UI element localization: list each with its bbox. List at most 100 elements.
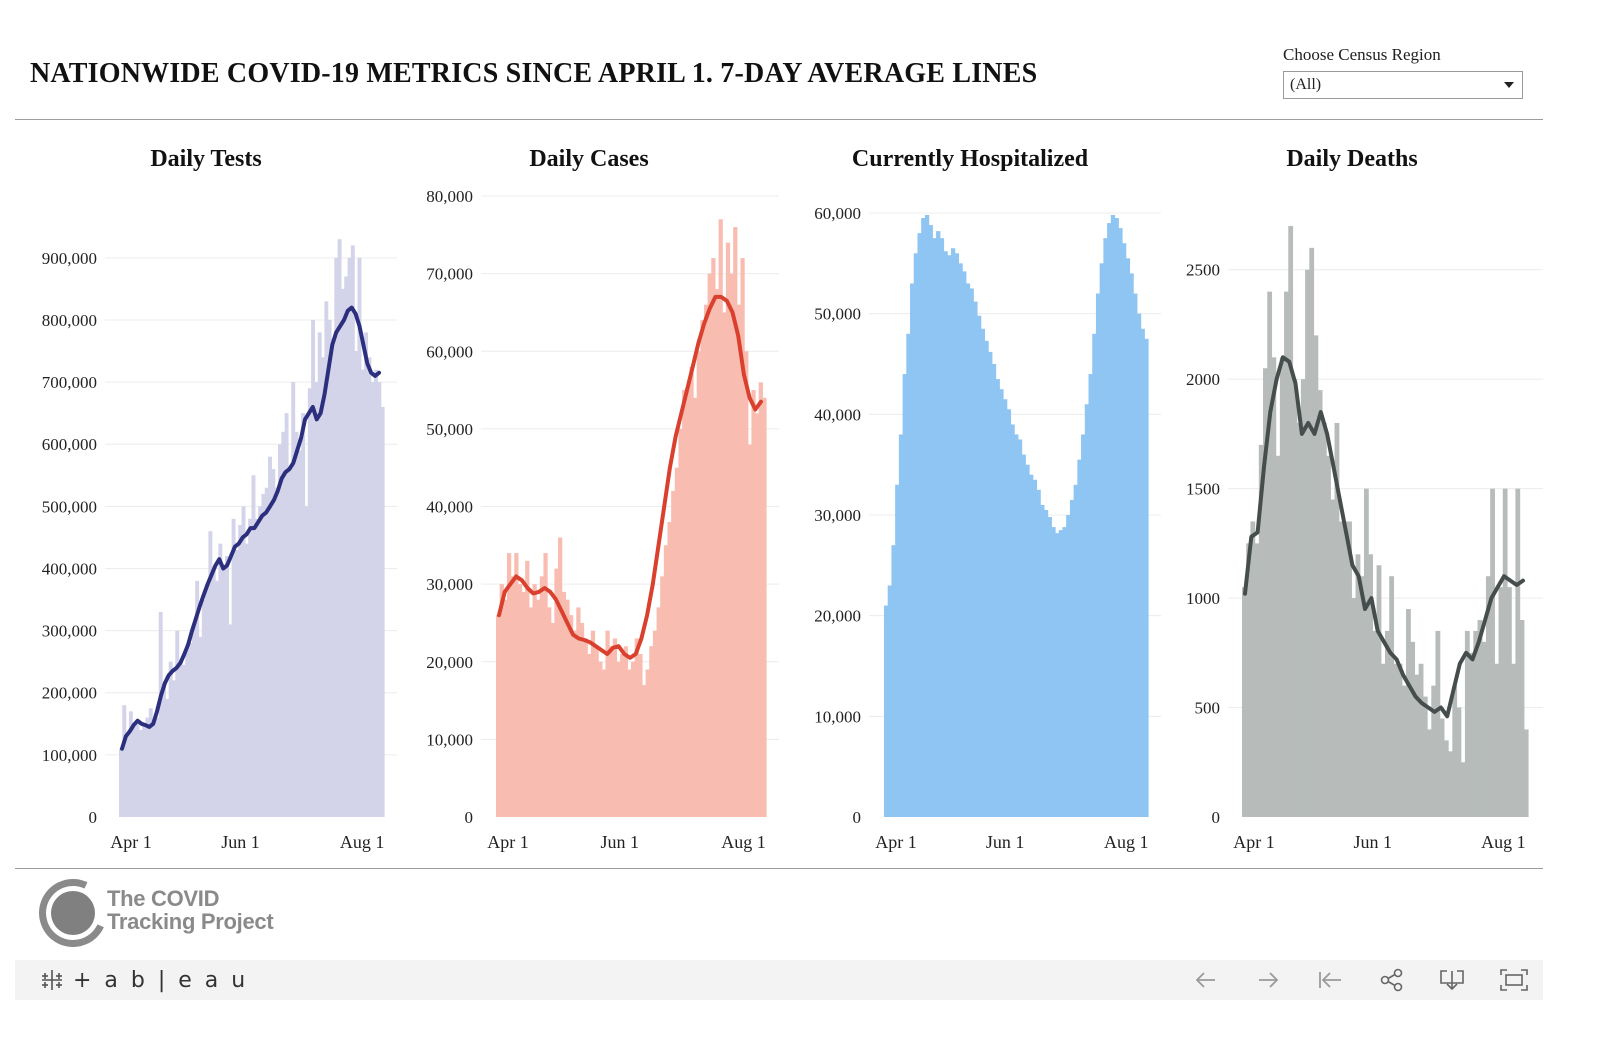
bar <box>1025 464 1030 817</box>
bar <box>215 580 219 817</box>
tableau-wordmark: + a b | e a u <box>73 967 249 993</box>
bar <box>1279 357 1285 817</box>
bar <box>1523 729 1529 817</box>
bar <box>1300 379 1306 817</box>
bar <box>1443 740 1449 817</box>
bar <box>287 469 292 817</box>
x-tick-label: Jun 1 <box>600 832 639 852</box>
bar <box>138 730 143 817</box>
bar <box>928 225 933 817</box>
bar <box>898 434 904 817</box>
bar <box>1032 479 1038 817</box>
bar <box>135 723 140 817</box>
bar <box>1118 228 1123 818</box>
y-tick-label: 40,000 <box>814 405 861 424</box>
bar <box>314 382 319 817</box>
bar <box>128 711 133 817</box>
fullscreen-button[interactable] <box>1499 966 1529 994</box>
bar <box>158 611 163 817</box>
y-tick-label: 500,000 <box>42 497 97 516</box>
bar <box>1309 247 1315 818</box>
tableau-toolbar: + a b | e a u <box>15 960 1543 1000</box>
x-tick-label: Apr 1 <box>875 832 917 852</box>
y-tick-label: 2000 <box>1186 370 1220 389</box>
redo-button[interactable] <box>1253 966 1283 994</box>
bar <box>1114 218 1119 817</box>
bar <box>913 253 919 817</box>
y-tick-label: 40,000 <box>426 498 473 517</box>
download-button[interactable] <box>1437 966 1467 994</box>
y-tick-label: 800,000 <box>42 311 97 330</box>
bar <box>579 622 585 817</box>
bar <box>656 607 661 817</box>
bar <box>340 288 345 817</box>
bar <box>671 490 676 817</box>
bar <box>729 273 734 818</box>
bar <box>1321 422 1327 817</box>
bar <box>1267 291 1273 817</box>
bar <box>514 553 519 817</box>
fullscreen-icon <box>1500 969 1528 991</box>
bar <box>261 493 266 817</box>
bar <box>554 568 559 817</box>
seven-day-average-line <box>497 294 763 660</box>
bar <box>663 545 669 817</box>
bar <box>1355 554 1361 817</box>
bar <box>294 431 299 817</box>
seven-day-average-line <box>1243 355 1525 719</box>
undo-button[interactable] <box>1191 966 1221 994</box>
share-icon <box>1380 968 1403 992</box>
census-region-filter[interactable]: Choose Census Region (All) <box>1283 45 1523 99</box>
bar <box>634 638 639 817</box>
share-button[interactable] <box>1377 966 1407 994</box>
bar <box>733 227 738 818</box>
bar <box>1062 527 1067 817</box>
bar <box>995 379 1000 817</box>
bar <box>547 607 552 817</box>
bar <box>357 257 362 818</box>
bar <box>954 253 959 817</box>
x-tick-label: Aug 1 <box>1104 832 1149 852</box>
bar <box>973 301 978 818</box>
bar <box>1288 225 1294 817</box>
undo-icon <box>1195 972 1215 988</box>
bar <box>1099 263 1104 818</box>
bar <box>758 382 763 817</box>
bar <box>1431 685 1437 817</box>
bar <box>1515 488 1521 817</box>
bar <box>1368 554 1373 817</box>
covid-tracking-project-logo: The COVID Tracking Project <box>29 869 297 957</box>
bar <box>344 276 349 817</box>
bar <box>1095 293 1101 817</box>
bar <box>1271 357 1277 817</box>
bar <box>1410 641 1416 817</box>
bar <box>550 622 555 817</box>
census-region-select[interactable]: (All) <box>1283 71 1523 99</box>
bar <box>906 333 911 817</box>
y-tick-label: 300,000 <box>42 622 97 641</box>
tableau-logo[interactable]: + a b | e a u <box>39 966 248 994</box>
y-tick-label: 10,000 <box>814 707 861 726</box>
bar <box>1077 459 1082 817</box>
filter-label: Choose Census Region <box>1283 45 1441 64</box>
bar <box>1103 238 1108 818</box>
bar <box>278 444 282 817</box>
selected-value: (All) <box>1290 76 1322 93</box>
bar <box>1418 663 1424 817</box>
bar <box>525 560 530 817</box>
bar <box>1376 565 1382 817</box>
bar <box>1452 685 1458 817</box>
download-icon <box>1440 970 1464 991</box>
bar <box>1144 338 1149 817</box>
tableau-cross-icon <box>42 970 62 990</box>
bar <box>334 257 339 818</box>
revert-button[interactable] <box>1315 966 1345 994</box>
bar <box>1129 273 1134 817</box>
bar <box>304 506 309 817</box>
x-tick-label: Jun 1 <box>986 832 1025 852</box>
bar <box>605 630 610 817</box>
bar <box>221 568 226 817</box>
bar <box>321 357 325 817</box>
bar <box>327 319 332 817</box>
bar <box>506 553 512 817</box>
